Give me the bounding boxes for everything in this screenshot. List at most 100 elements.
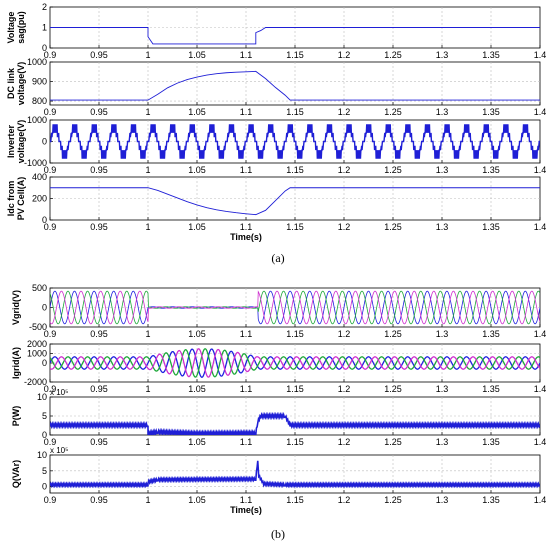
series-line (50, 124, 540, 159)
x-tick-label: 1.35 (482, 107, 500, 117)
x-tick-label: 1.2 (338, 437, 351, 447)
chart-panel-4: 0.9 0.95 1 1.05 1.1 1.15 1.2 1.25 1.3 1.35 1.4 0 200… (6, 172, 546, 242)
x-tick-label: 1.3 (436, 165, 449, 175)
x-tick-label: 1.25 (384, 165, 402, 175)
x-tick-label: 1.15 (286, 222, 304, 232)
x-tick-label: 1.15 (286, 495, 304, 505)
y-tick-label: 2 (42, 2, 47, 12)
x-tick-label: 0.9 (44, 329, 57, 339)
y-axis-label: voltage(V) (16, 62, 26, 106)
y-axis-label: Inverter (6, 125, 16, 159)
caption-a: (a) (271, 251, 284, 265)
x-tick-label: 1.05 (188, 107, 206, 117)
x-tick-label: 1.1 (240, 437, 253, 447)
y-axis-label: Idc from (6, 181, 16, 217)
x-tick-label: 1.2 (338, 384, 351, 394)
x-tick-label: 1.05 (188, 329, 206, 339)
x-tick-label: 1.2 (338, 50, 351, 60)
x-tick-label: 1.15 (286, 50, 304, 60)
x-tick-label: 1.3 (436, 495, 449, 505)
x-tick-label: 1.35 (482, 384, 500, 394)
x-tick-label: 1.3 (436, 107, 449, 117)
y-tick-label: 2000 (27, 339, 47, 349)
x-tick-label: 0.95 (90, 329, 108, 339)
x-tick-label: 0.95 (90, 50, 108, 60)
y-tick-label: 800 (32, 96, 47, 106)
x-tick-label: 1.4 (534, 384, 547, 394)
chart-panels: 0.9 0.95 1 1.05 1.1 1.15 1.2 1.25 1.3 1.35 1.4012V… (6, 2, 546, 515)
x-tick-label: 1.35 (482, 329, 500, 339)
x-tick-label: 1 (145, 329, 150, 339)
y-tick-label: 5 (42, 411, 47, 421)
x-tick-label: 1 (145, 222, 150, 232)
data-layer (50, 187, 540, 216)
x-tick-label: 1.25 (384, 437, 402, 447)
y-tick-label: 1000 (27, 115, 47, 125)
y-tick-label: 10 (37, 450, 47, 460)
series-line-phase-2 (50, 348, 540, 378)
series-line-phase-3 (50, 290, 540, 325)
y-tick-label: 0 (42, 43, 47, 53)
x-tick-label: 1.05 (188, 437, 206, 447)
x-tick-label: 0.95 (90, 437, 108, 447)
y-tick-label: 1 (42, 23, 47, 33)
x-tick-label: 1.2 (338, 329, 351, 339)
y-axis-label: sag(pu) (16, 11, 26, 44)
chart-panel-1: 0.9 0.95 1 1.05 1.1 1.15 1.2 1.25 1.3 1.35 1.4 0 1 2 V… (6, 2, 546, 60)
x-tick-label: 1.3 (436, 222, 449, 232)
x-axis-label: Time(s) (230, 505, 262, 515)
chart-panel-2: 0.9 0.95 1 1.05 1.1 1.15 1.2 1.25 1.3 1.35 1.4 800 9… (6, 57, 546, 117)
x-tick-label: 1.1 (240, 165, 253, 175)
y-tick-label: 10 (37, 392, 47, 402)
chart-panel-6: 0.9 0.95 1 1.05 1.1 1.15 1.2 1.25 1.3 1.35 1.4 -200… (11, 339, 546, 394)
x-tick-label: 1.35 (482, 222, 500, 232)
y-tick-label: 200 (32, 194, 47, 204)
series-line (50, 411, 540, 435)
series-line (50, 27, 540, 45)
x-tick-label: 0.9 (44, 437, 57, 447)
series-line-phase-3 (50, 348, 540, 378)
x-tick-label: 1 (145, 495, 150, 505)
y-tick-label: 0 (42, 215, 47, 225)
y-tick-label: 0 (42, 358, 47, 368)
x-tick-label: 0.95 (90, 495, 108, 505)
data-layer (50, 27, 540, 45)
data-layer (50, 124, 540, 159)
x-tick-label: 1.2 (338, 107, 351, 117)
data-layer (50, 411, 540, 435)
x-tick-label: 1.15 (286, 107, 304, 117)
x-tick-label: 1.25 (384, 107, 402, 117)
x-tick-label: 1.15 (286, 437, 304, 447)
series-line (50, 70, 540, 101)
x-tick-label: 1.3 (436, 50, 449, 60)
x-tick-label: 1.05 (188, 384, 206, 394)
x-tick-label: 1.1 (240, 384, 253, 394)
x-tick-label: 1.35 (482, 437, 500, 447)
x-tick-label: 1.05 (188, 50, 206, 60)
x-tick-label: 1.4 (534, 222, 547, 232)
x-tick-label: 1.35 (482, 50, 500, 60)
x-tick-label: 1.25 (384, 50, 402, 60)
y-tick-label: -2000 (24, 377, 47, 387)
x-tick-label: 1.1 (240, 495, 253, 505)
y-axis-label: voltage(V) (16, 120, 26, 164)
x-tick-label: 0.95 (90, 222, 108, 232)
x-tick-label: 0.9 (44, 222, 57, 232)
x-tick-label: 1.15 (286, 165, 304, 175)
y-tick-label: 5 (42, 466, 47, 476)
y-axis-exponent: x 10⁵ (50, 446, 68, 455)
x-tick-label: 0.9 (44, 107, 57, 117)
y-axis-label: PV Cell(A) (16, 177, 26, 221)
x-tick-label: 1 (145, 165, 150, 175)
x-tick-label: 1.1 (240, 222, 253, 232)
series-line-phase-1 (50, 290, 540, 325)
y-axis-label: DC link (6, 67, 16, 99)
y-tick-label: 500 (32, 283, 47, 293)
series-line (50, 460, 540, 489)
chart-panel-7: 0.9 0.95 1 1.05 1.1 1.15 1.2 1.25 1.3 1.35 1.4 0 5 10… (11, 388, 546, 447)
y-axis-label: Q(VAr) (11, 460, 21, 488)
x-tick-label: 1.15 (286, 384, 304, 394)
y-axis-label: P(W) (11, 406, 21, 427)
y-axis-label: Vgrid(V) (11, 290, 21, 325)
